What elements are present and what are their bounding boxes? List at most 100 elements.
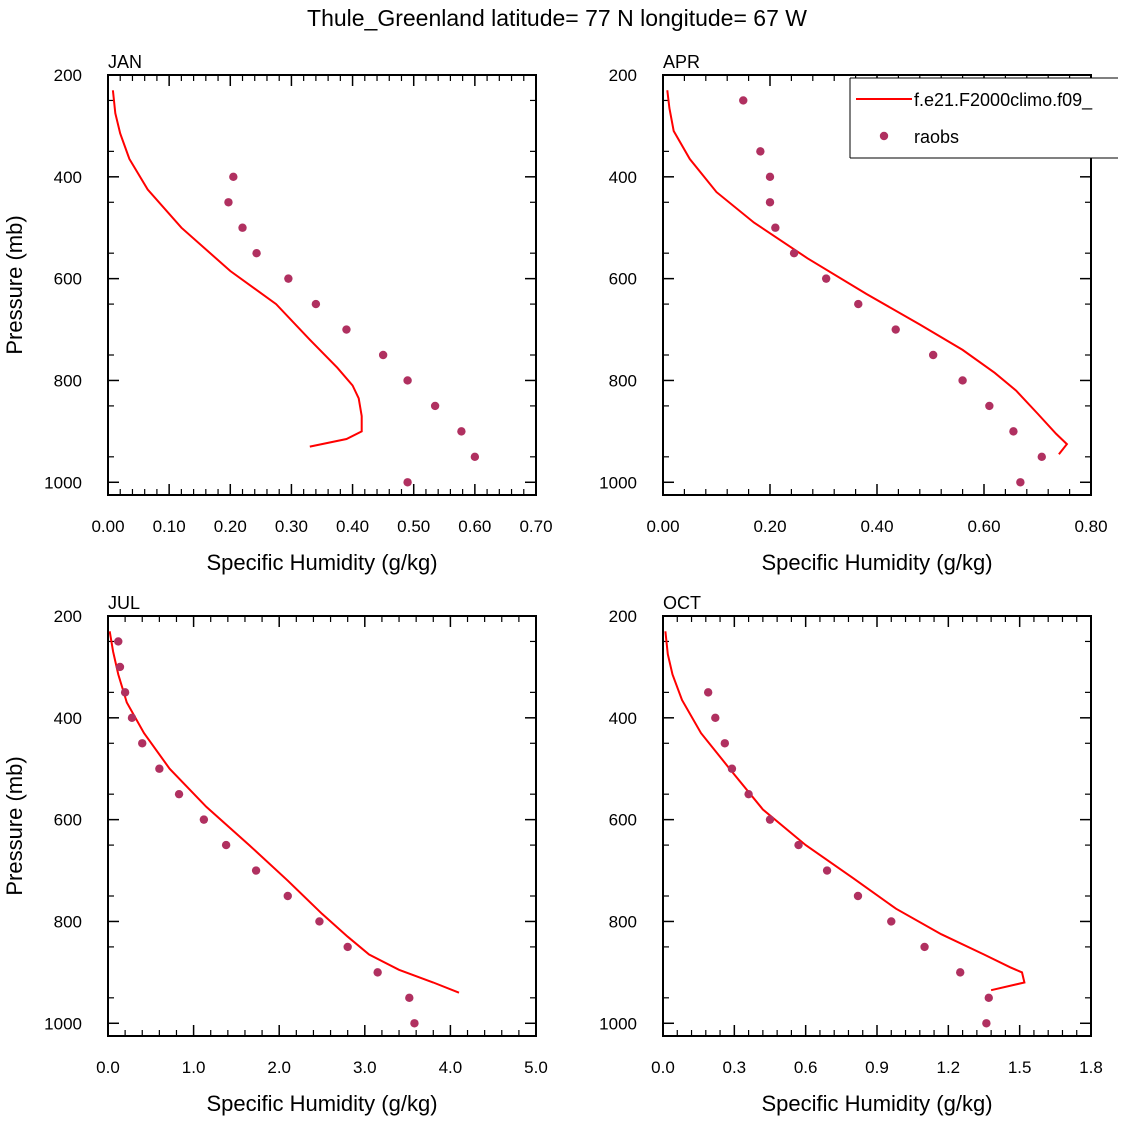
obs-point	[199, 815, 209, 824]
legend-obs-label: raobs	[914, 127, 959, 147]
obs-point	[887, 917, 896, 926]
x-tick-label: 0.3	[723, 1058, 747, 1077]
panel-label: OCT	[663, 593, 701, 613]
x-tick-label: 0.70	[519, 517, 552, 536]
obs-point	[765, 815, 775, 824]
obs-point	[789, 248, 799, 258]
y-tick-label: 800	[609, 912, 637, 931]
plot-frame	[107, 615, 537, 1037]
obs-point	[410, 1019, 419, 1028]
y-tick-label: 200	[54, 66, 82, 85]
obs-point	[138, 739, 147, 748]
obs-point	[891, 325, 900, 334]
panel-label: APR	[663, 52, 700, 72]
x-axis-title: Specific Humidity (g/kg)	[206, 1091, 437, 1116]
x-tick-label: 1.2	[937, 1058, 961, 1077]
x-tick-label: 1.0	[182, 1058, 206, 1077]
panel-jan: JAN 0.00 0.10 0.20 0.30 0.40 0.50 0.60 0.70 200 40…	[2, 52, 553, 575]
obs-point	[982, 1019, 991, 1028]
obs-point	[115, 662, 125, 672]
y-tick-label: 400	[609, 168, 637, 187]
obs-point	[403, 478, 412, 487]
x-tick-label: 5.0	[524, 1058, 548, 1077]
legend-model-label: f.e21.F2000climo.f09_	[914, 90, 1093, 111]
obs-point	[727, 764, 737, 773]
obs-point	[1016, 478, 1025, 487]
obs-point	[771, 223, 780, 232]
legend-obs-marker	[879, 131, 889, 141]
obs-point	[711, 713, 720, 723]
x-axis-title: Specific Humidity (g/kg)	[761, 550, 992, 575]
x-tick-label: 2.0	[267, 1058, 291, 1077]
obs-point	[822, 866, 832, 875]
obs-point	[1009, 427, 1018, 436]
model-line	[108, 631, 460, 994]
x-axis-title: Specific Humidity (g/kg)	[206, 550, 437, 575]
x-tick-label: 0.30	[275, 517, 308, 536]
x-tick-label: 0.20	[753, 517, 786, 536]
model-line	[664, 631, 1026, 992]
x-tick-label: 0.80	[1074, 517, 1107, 536]
obs-point	[457, 427, 466, 436]
obs-point	[343, 942, 352, 952]
x-tick-label: 1.5	[1008, 1058, 1032, 1077]
y-tick-label: 1000	[599, 1014, 637, 1033]
obs-point	[120, 688, 130, 697]
obs-point	[342, 325, 351, 334]
obs-point	[403, 376, 412, 385]
y-axis-title: Pressure (mb)	[2, 215, 27, 354]
obs-point	[114, 637, 123, 646]
y-tick-label: 1000	[44, 1014, 82, 1033]
x-tick-label: 0.0	[96, 1058, 120, 1077]
obs-point	[373, 968, 382, 977]
y-tick-label: 400	[54, 709, 82, 728]
x-tick-label: 0.40	[860, 517, 893, 536]
x-tick-label: 0.60	[458, 517, 491, 536]
obs-point	[756, 147, 765, 156]
obs-point	[854, 299, 863, 309]
y-tick-label: 600	[609, 811, 637, 830]
obs-point	[378, 350, 388, 360]
figure-title: Thule_Greenland latitude= 77 N longitude…	[307, 5, 807, 31]
y-tick-label: 1000	[44, 473, 82, 492]
y-axis-title: Pressure (mb)	[2, 756, 27, 895]
plot-frame	[107, 74, 537, 496]
obs-point	[744, 789, 753, 799]
panel-oct: OCT 0.0 0.3 0.6 0.9 1.2 1.5 1.8 200 400 600 800 1000…	[599, 593, 1103, 1116]
obs-point	[224, 198, 233, 207]
obs-point	[720, 739, 730, 748]
x-tick-label: 0.6	[794, 1058, 818, 1077]
x-tick-label: 0.50	[397, 517, 430, 536]
obs-point	[405, 993, 414, 1003]
plot-frame	[662, 615, 1092, 1037]
panel-label: JAN	[108, 52, 142, 72]
obs-point	[283, 891, 292, 901]
x-tick-label: 0.60	[967, 517, 1000, 536]
y-tick-label: 800	[54, 912, 82, 931]
legend: f.e21.F2000climo.f09_raobs	[849, 77, 1118, 159]
obs-point	[238, 223, 247, 232]
model-line	[111, 90, 363, 448]
obs-point	[765, 172, 775, 182]
obs-point	[1037, 452, 1046, 462]
y-tick-label: 600	[54, 270, 82, 289]
y-tick-label: 1000	[599, 473, 637, 492]
x-tick-label: 4.0	[439, 1058, 463, 1077]
obs-point	[765, 198, 775, 207]
x-tick-label: 0.10	[153, 517, 186, 536]
y-tick-label: 800	[609, 371, 637, 390]
obs-point	[470, 452, 480, 462]
obs-point	[284, 274, 293, 283]
obs-point	[821, 274, 831, 283]
panel-label: JUL	[108, 593, 140, 613]
x-tick-label: 3.0	[353, 1058, 377, 1077]
obs-point	[853, 891, 863, 901]
legend-box	[850, 78, 1118, 158]
obs-point	[155, 764, 164, 773]
obs-point	[311, 299, 321, 309]
y-tick-label: 200	[54, 607, 82, 626]
x-tick-label: 0.9	[865, 1058, 889, 1077]
obs-point	[229, 172, 238, 182]
obs-point	[928, 350, 938, 360]
